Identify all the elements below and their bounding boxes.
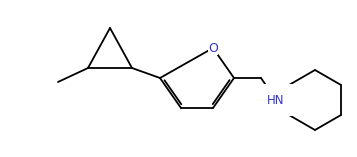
- Text: HN: HN: [267, 94, 285, 106]
- Text: O: O: [208, 41, 218, 54]
